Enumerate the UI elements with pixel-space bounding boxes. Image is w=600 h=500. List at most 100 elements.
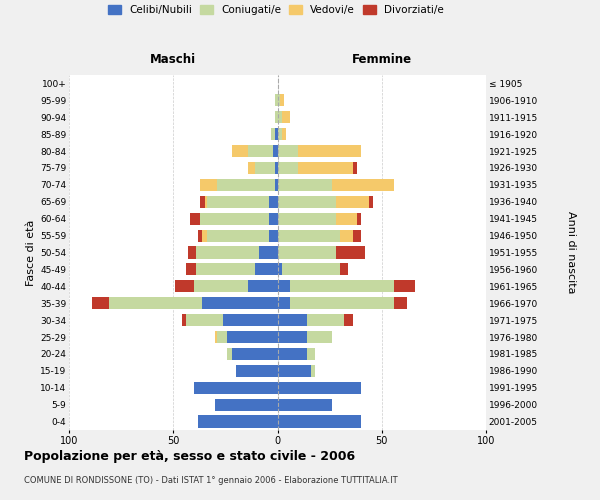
Bar (394, 297, 407, 310)
Bar (202, 297, 277, 310)
Bar (194, 280, 248, 292)
Bar (307, 348, 315, 360)
Bar (281, 264, 340, 276)
Bar (196, 246, 259, 258)
Bar (369, 196, 373, 208)
Bar (340, 264, 349, 276)
Bar (205, 196, 206, 208)
Bar (336, 246, 365, 258)
Bar (275, 179, 277, 191)
Bar (202, 230, 206, 241)
Bar (277, 94, 280, 106)
Bar (217, 331, 227, 343)
Bar (290, 297, 394, 310)
Bar (394, 280, 415, 292)
Text: Popolazione per età, sesso e stato civile - 2006: Popolazione per età, sesso e stato civil… (24, 450, 355, 463)
Bar (198, 416, 277, 428)
Bar (248, 145, 274, 157)
Bar (200, 179, 217, 191)
Bar (277, 246, 336, 258)
Bar (275, 162, 277, 174)
Bar (277, 364, 311, 377)
Y-axis label: Fasce di età: Fasce di età (26, 220, 36, 286)
Bar (277, 212, 336, 225)
Bar (277, 382, 361, 394)
Bar (223, 314, 277, 326)
Bar (340, 230, 353, 241)
Bar (188, 246, 196, 258)
Bar (190, 212, 200, 225)
Text: COMUNE DI RONDISSONE (TO) - Dati ISTAT 1° gennaio 2006 - Elaborazione TUTTITALIA: COMUNE DI RONDISSONE (TO) - Dati ISTAT 1… (24, 476, 398, 485)
Bar (269, 196, 277, 208)
Bar (196, 264, 254, 276)
Bar (254, 264, 277, 276)
Bar (227, 331, 277, 343)
Bar (275, 128, 277, 140)
Bar (281, 111, 290, 124)
Bar (332, 179, 394, 191)
Bar (353, 230, 361, 241)
Bar (227, 348, 232, 360)
Bar (290, 280, 394, 292)
Bar (277, 297, 290, 310)
Bar (277, 314, 307, 326)
Bar (336, 196, 369, 208)
Bar (281, 128, 286, 140)
Bar (277, 111, 281, 124)
Bar (336, 212, 357, 225)
Bar (236, 364, 277, 377)
Bar (259, 246, 277, 258)
Bar (274, 145, 277, 157)
Bar (353, 162, 357, 174)
Bar (186, 314, 223, 326)
Bar (217, 179, 275, 191)
Bar (232, 348, 277, 360)
Text: Maschi: Maschi (150, 52, 196, 66)
Bar (311, 364, 315, 377)
Bar (206, 230, 269, 241)
Bar (248, 280, 277, 292)
Bar (277, 398, 332, 410)
Bar (254, 162, 275, 174)
Bar (344, 314, 353, 326)
Bar (200, 196, 205, 208)
Bar (232, 145, 248, 157)
Bar (277, 196, 336, 208)
Bar (200, 212, 269, 225)
Bar (307, 331, 332, 343)
Bar (175, 280, 194, 292)
Bar (277, 280, 290, 292)
Bar (269, 230, 277, 241)
Bar (357, 212, 361, 225)
Bar (277, 264, 281, 276)
Bar (277, 331, 307, 343)
Bar (109, 297, 202, 310)
Bar (198, 230, 202, 241)
Bar (277, 416, 361, 428)
Bar (277, 230, 340, 241)
Bar (275, 94, 277, 106)
Bar (194, 382, 277, 394)
Bar (186, 264, 196, 276)
Bar (248, 162, 254, 174)
Bar (215, 398, 277, 410)
Bar (92, 297, 109, 310)
Bar (280, 94, 284, 106)
Bar (182, 314, 186, 326)
Bar (277, 128, 281, 140)
Bar (275, 111, 277, 124)
Y-axis label: Anni di nascita: Anni di nascita (566, 211, 576, 294)
Bar (206, 196, 269, 208)
Bar (277, 145, 298, 157)
Bar (298, 162, 353, 174)
Bar (271, 128, 275, 140)
Bar (307, 314, 344, 326)
Legend: Celibi/Nubili, Coniugati/e, Vedovi/e, Divorziati/e: Celibi/Nubili, Coniugati/e, Vedovi/e, Di… (108, 5, 444, 15)
Bar (269, 212, 277, 225)
Bar (215, 331, 217, 343)
Bar (277, 348, 307, 360)
Bar (277, 162, 298, 174)
Bar (298, 145, 361, 157)
Bar (277, 179, 332, 191)
Text: Femmine: Femmine (352, 52, 412, 66)
